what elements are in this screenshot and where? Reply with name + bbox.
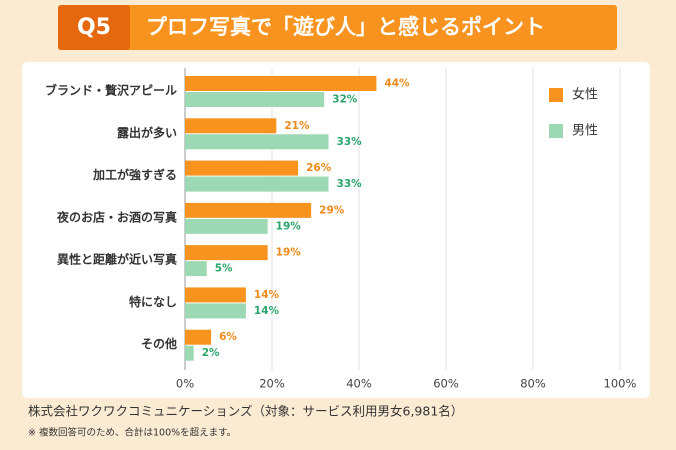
value-label: 44% (384, 78, 410, 90)
source: 株式会社ワクワクコミュニケーションズ（対象：サービス利用男女6,981名） (28, 404, 463, 419)
bar (185, 218, 268, 234)
x-tick-label: 40% (346, 377, 372, 391)
y-tick-label: 夜のお店・お酒の写真 (56, 209, 177, 224)
header-tag-box (58, 5, 130, 50)
y-tick-label: 特になし (129, 294, 177, 309)
value-label: 2% (202, 347, 220, 359)
bar (185, 176, 329, 192)
value-label: 6% (219, 331, 237, 343)
value-label: 26% (306, 162, 332, 174)
header-tag: Q5 (77, 15, 111, 40)
value-label: 14% (254, 305, 280, 317)
bar (185, 303, 246, 319)
x-tick-label: 0% (176, 377, 194, 391)
y-tick-label: 異性と距離が近い写真 (57, 252, 177, 267)
x-tick-label: 100% (604, 377, 637, 391)
value-label: 33% (337, 178, 363, 190)
bar (185, 287, 246, 303)
y-tick-label: ブランド・贅沢アピール (45, 83, 177, 98)
y-tick-label: 加工が強すぎる (92, 167, 177, 182)
value-label: 32% (332, 94, 358, 106)
bar (185, 76, 377, 91)
legend-swatch (549, 88, 563, 102)
note: ※ 複数回答可のため、合計は100%を超えます。 (28, 427, 236, 439)
x-tick-label: 60% (433, 377, 459, 391)
value-label: 21% (284, 120, 310, 132)
y-tick-label: その他 (141, 336, 177, 351)
bar (185, 202, 312, 218)
legend-label: 女性 (572, 87, 598, 103)
y-tick-label: 露出が多い (117, 125, 177, 140)
value-label: 29% (319, 204, 345, 216)
bar (185, 261, 207, 277)
value-label: 5% (215, 263, 233, 275)
header-bar (58, 5, 617, 50)
value-label: 19% (276, 247, 302, 259)
bar (185, 329, 212, 345)
bar (185, 118, 277, 134)
x-tick-label: 20% (259, 377, 285, 391)
chart-panel (22, 62, 650, 398)
bar (185, 134, 329, 150)
bar (185, 345, 194, 361)
legend-swatch (549, 124, 563, 138)
legend-label: 男性 (572, 124, 598, 139)
header-title: プロフ写真で「遊び人」と感じるポイント (146, 15, 545, 39)
bar (185, 245, 268, 261)
value-label: 33% (337, 136, 363, 148)
x-tick-label: 80% (520, 377, 546, 391)
bar (185, 160, 299, 176)
value-label: 19% (276, 220, 302, 232)
bar (185, 92, 325, 107)
value-label: 14% (254, 289, 280, 301)
